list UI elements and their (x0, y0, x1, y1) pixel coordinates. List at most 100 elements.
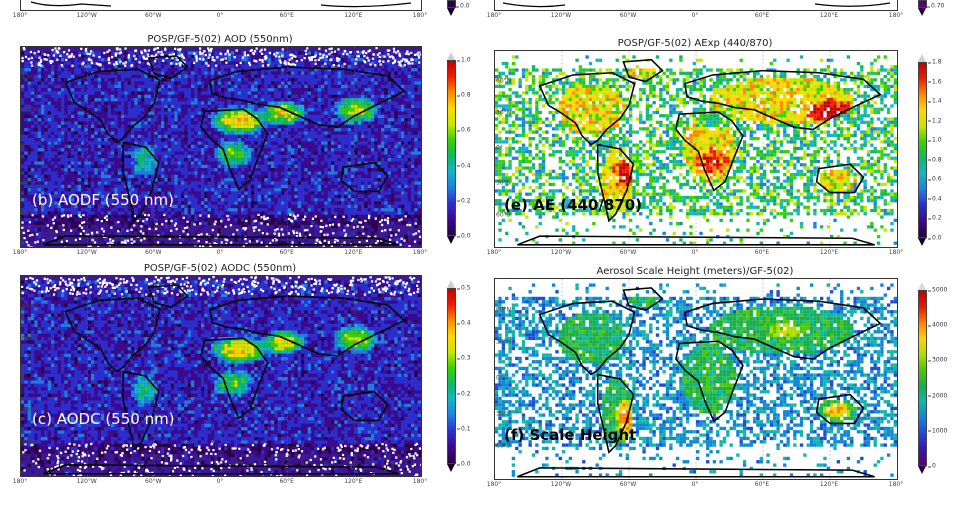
lon-tick-label: 180° (487, 12, 501, 19)
lon-tick-label: 180° (413, 478, 427, 485)
lon-tick-label: 60°W (145, 478, 162, 485)
lon-tick-label: 60°W (145, 249, 162, 256)
map-plot-area (494, 278, 898, 480)
lon-tick-label: 120°W (551, 12, 571, 19)
lon-tick-label: 60°W (620, 481, 637, 488)
field-pixels (495, 55, 897, 245)
lat-tick-label: 30°N (496, 109, 511, 116)
colorbar-upper-arrow (447, 280, 455, 288)
colorbar-tick-label: 1.0 (928, 137, 942, 144)
lon-tick-label: 120°W (76, 12, 96, 19)
colorbar-gradient (447, 60, 456, 236)
colorbar-tick-label: 5000 (927, 287, 947, 294)
colorbar-upper-arrow (918, 54, 926, 62)
lat-tick-label: 60°S (22, 440, 36, 447)
colorbar-tick-label: 0.3 (457, 355, 471, 362)
colorbar-tick-label: 0 (928, 463, 936, 470)
panel-label: (c) AODC (550 nm) (32, 410, 175, 428)
top-left-colorbar (447, 0, 456, 16)
colorbar-tick-label: 1.0 (457, 57, 471, 64)
lat-tick-label: 0° (496, 145, 503, 152)
lon-tick-label: 60°E (279, 249, 293, 256)
colorbar-tick-label: 1.4 (928, 98, 942, 105)
lon-tick-label: 180° (889, 481, 903, 488)
lon-tick-label: 180° (889, 249, 903, 256)
lon-tick-label: 60°E (755, 481, 769, 488)
lon-tick-label: 120°E (820, 481, 838, 488)
coastlines (42, 284, 406, 475)
colorbar-tick-label: 0.2 (457, 390, 471, 397)
panel-label: (f) Scale Height (504, 426, 636, 444)
map-title: Aerosol Scale Height (meters)/GF-5(02) (597, 266, 794, 277)
colorbar-tick-label: 2000 (927, 392, 947, 399)
lat-tick-label: 30°S (22, 408, 36, 415)
colorbar-tick-label: 1.8 (928, 59, 942, 66)
lon-tick-label: 0° (692, 481, 699, 488)
lon-tick-label: 0° (217, 478, 224, 485)
colorbar-gradient (918, 290, 927, 466)
lon-tick-label: 60°E (755, 12, 769, 19)
lon-tick-label: 120°W (551, 249, 571, 256)
top-right-map-fragment (494, 0, 898, 11)
lat-tick-label: 30°N (496, 339, 511, 346)
colorbar-lower-arrow (918, 238, 926, 246)
lat-tick-label: 60°S (496, 443, 510, 450)
lat-tick-label: 30°N (22, 336, 37, 343)
lat-tick-label: 60°N (22, 75, 37, 82)
global-field-map (21, 276, 421, 476)
colorbar-upper-arrow (447, 52, 455, 60)
colorbar-tick-label: 0.2 (457, 197, 471, 204)
lon-tick-label: 120°W (76, 478, 96, 485)
lon-tick-label: 120°W (551, 481, 571, 488)
lon-tick-label: 180° (13, 249, 27, 256)
colorbar-upper-arrow (918, 282, 926, 290)
lat-tick-label: 60°N (22, 304, 37, 311)
colorbar-tick-label: 0.5 (457, 285, 471, 292)
colorbar (918, 282, 927, 474)
colorbar (447, 280, 456, 472)
colorbar-gradient (918, 62, 927, 238)
lat-tick-label: 0° (22, 143, 29, 150)
lon-tick-label: 60°E (279, 12, 293, 19)
lon-tick-label: 180° (413, 249, 427, 256)
lon-tick-label: 0° (692, 12, 699, 19)
lon-tick-label: 180° (889, 12, 903, 19)
colorbar-tick-label: 0.6 (457, 127, 471, 134)
lon-tick-label: 0° (217, 249, 224, 256)
colorbar-lower-arrow (918, 8, 926, 16)
lat-tick-label: 30°S (496, 411, 510, 418)
map-title: POSP/GF-5(02) AExp (440/870) (618, 38, 773, 49)
colorbar-tick-label: 1.6 (928, 78, 942, 85)
lon-tick-label: 120°W (76, 249, 96, 256)
lon-tick-label: 60°W (145, 12, 162, 19)
top-right-colorbar (918, 0, 927, 16)
lon-tick-label: 120°E (344, 478, 362, 485)
global-field-map (495, 279, 897, 479)
coastlines (42, 55, 406, 246)
lat-tick-label: 60°N (496, 78, 511, 85)
lat-tick-label: 30°S (496, 180, 510, 187)
lon-tick-label: 120°E (820, 249, 838, 256)
lat-tick-label: 60°N (496, 307, 511, 314)
lon-tick-label: 120°E (344, 12, 362, 19)
cloud-mask-speckle (21, 276, 421, 476)
colorbar-tick-label: 0.4 (928, 195, 942, 202)
lat-tick-label: 0° (22, 372, 29, 379)
lon-tick-label: 60°E (279, 478, 293, 485)
colorbar-tick-label: 0.4 (457, 320, 471, 327)
top-left-coastline (30, 1, 412, 8)
colorbar-gradient (447, 288, 456, 464)
lon-tick-label: 60°E (755, 249, 769, 256)
top-right-coastline (502, 2, 891, 8)
colorbar-lower-arrow (447, 8, 455, 16)
colorbar-tick-label: 0.1 (457, 425, 471, 432)
lat-tick-label: 60°S (496, 211, 510, 218)
lon-tick-label: 180° (487, 249, 501, 256)
lon-tick-label: 120°E (820, 12, 838, 19)
lon-tick-label: 120°E (344, 249, 362, 256)
colorbar-tick-label: 1.2 (928, 117, 942, 124)
field-pixels (21, 280, 421, 474)
coastlines (517, 287, 882, 478)
colorbar-tick-label: 4000 (927, 322, 947, 329)
map-title: POSP/GF-5(02) AODC (550nm) (144, 263, 296, 274)
